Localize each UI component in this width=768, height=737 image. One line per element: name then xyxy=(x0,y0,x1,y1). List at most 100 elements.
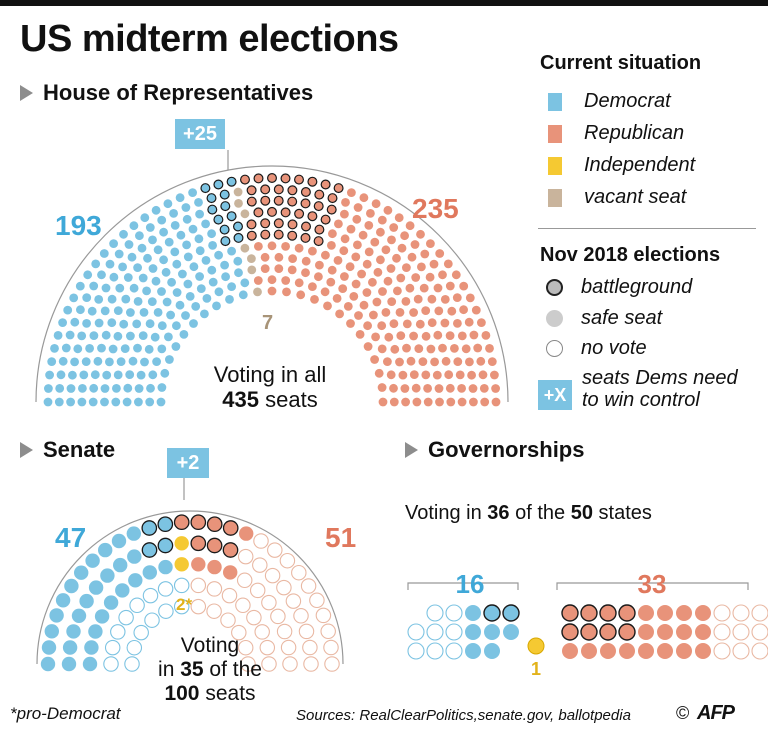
senate-dem-count: 47 xyxy=(55,522,87,553)
house-seat-republican xyxy=(308,246,317,256)
house-seat-democrat xyxy=(107,318,117,328)
house-seat-democrat xyxy=(63,305,73,315)
house-seat-republican xyxy=(368,277,377,287)
house-seat-republican xyxy=(343,302,353,311)
house-seat-republican xyxy=(457,397,467,407)
senate-voting-line1: Voting xyxy=(180,634,240,657)
house-seat-democrat xyxy=(164,237,174,247)
house-seat-democrat xyxy=(70,317,80,327)
senate-voting-mid: of the xyxy=(203,658,262,682)
senate-seat-republican xyxy=(173,514,190,531)
house-seat-republican xyxy=(326,204,337,215)
senate-seat-republican-no-vote xyxy=(252,557,268,573)
gov-seat-republican-no-vote xyxy=(732,604,750,622)
house-seat-republican xyxy=(240,174,251,185)
senate-seat-democrat xyxy=(100,568,115,583)
triangle-icon xyxy=(405,442,418,458)
house-seat-republican xyxy=(310,295,319,304)
house-seat-republican xyxy=(347,188,356,198)
gov-seat-republican-no-vote xyxy=(713,604,731,622)
house-seat-republican xyxy=(377,321,387,331)
house-seat-democrat xyxy=(68,370,77,380)
house-seat-republican xyxy=(459,305,468,315)
house-seat-democrat xyxy=(111,397,121,407)
house-seat-democrat xyxy=(136,370,146,380)
house-seat-democrat xyxy=(81,357,91,366)
house-seat-democrat xyxy=(191,302,201,311)
house-voting-line2: 435 seats xyxy=(170,387,370,412)
house-seat-democrat xyxy=(208,241,218,250)
house-seat-democrat xyxy=(54,397,64,407)
house-seat-republican xyxy=(260,229,271,240)
house-seat-republican xyxy=(351,252,361,262)
house-seat-republican xyxy=(447,306,457,316)
house-seat-republican xyxy=(411,383,421,393)
house-seat-republican xyxy=(300,187,311,198)
house-seat-republican xyxy=(287,196,298,207)
house-seat-republican xyxy=(381,245,391,255)
senate-seat-democrat xyxy=(62,640,78,655)
gov-seat-republican-no-vote xyxy=(732,623,750,641)
house-seat-democrat xyxy=(164,332,173,342)
house-seat-democrat xyxy=(82,319,91,328)
house-seat-democrat xyxy=(83,270,93,280)
afp-logo: AFP xyxy=(697,702,735,724)
house-seat-democrat xyxy=(50,344,59,353)
house-seat-democrat xyxy=(78,384,87,393)
sources: Sources: RealClearPolitics,senate.gov, b… xyxy=(296,707,631,724)
senate-ind-count: 2* xyxy=(176,595,193,614)
house-seat-democrat xyxy=(157,215,167,225)
house-seat-democrat xyxy=(151,276,161,286)
house-seat-democrat xyxy=(195,209,205,219)
house-seat-republican xyxy=(362,259,372,269)
house-seat-republican xyxy=(333,256,343,265)
democrat-swatch-icon xyxy=(548,92,562,111)
senate-seat-democrat xyxy=(74,565,89,580)
house-seat-republican xyxy=(417,262,426,272)
house-seat-democrat xyxy=(172,259,182,269)
house-seat-vacant xyxy=(253,287,262,297)
gov-voting-total: 50 xyxy=(570,502,593,524)
house-seat-republican xyxy=(267,286,277,296)
gov-seat-democrat-no-vote xyxy=(445,642,463,660)
senate-seats-needed-badge: +2 xyxy=(167,448,209,478)
senate-seat-democrat xyxy=(158,559,173,575)
house-seat-democrat xyxy=(146,383,155,393)
house-seat-democrat xyxy=(148,264,158,273)
house-seat-republican xyxy=(314,189,325,200)
house-seat-republican xyxy=(402,263,411,272)
house-seat-republican xyxy=(423,397,433,407)
house-seat-democrat xyxy=(226,211,237,222)
senate-heading-label: Senate xyxy=(43,437,116,462)
legend-badge-text-line2: to win control xyxy=(582,389,700,411)
house-seat-democrat xyxy=(101,330,111,340)
legend-item-democrat: Democrat xyxy=(548,90,671,113)
house-seat-republican xyxy=(327,193,338,204)
page-title: US midterm elections xyxy=(20,18,399,60)
senate-seat-democrat xyxy=(98,542,113,558)
house-seat-democrat xyxy=(144,344,154,354)
senate-seat-republican-no-vote xyxy=(246,609,262,626)
triangle-icon xyxy=(20,85,33,101)
house-heading-label: House of Representatives xyxy=(43,80,314,105)
house-seat-republican xyxy=(307,176,318,187)
house-seat-democrat xyxy=(122,397,132,407)
house-seat-democrat xyxy=(44,384,53,393)
house-seat-democrat xyxy=(142,286,152,296)
senate-seat-democrat xyxy=(103,595,119,610)
house-seat-republican xyxy=(260,195,271,206)
house-seat-republican xyxy=(452,293,462,302)
legend-item-independent: Independent xyxy=(548,154,695,177)
house-seat-democrat xyxy=(189,319,198,328)
senate-voting-total: 100 xyxy=(164,682,200,706)
house-seat-democrat xyxy=(148,370,158,380)
house-seat-republican xyxy=(467,370,476,380)
house-seat-republican xyxy=(390,344,400,354)
senate-seat-democrat xyxy=(157,516,174,533)
house-seat-democrat xyxy=(151,205,161,215)
independent-swatch-icon xyxy=(548,156,562,175)
house-seat-republican xyxy=(267,275,277,285)
house-seat-democrat xyxy=(125,370,135,379)
house-seat-republican xyxy=(267,241,277,251)
senate-seat-republican-no-vote xyxy=(237,548,254,565)
